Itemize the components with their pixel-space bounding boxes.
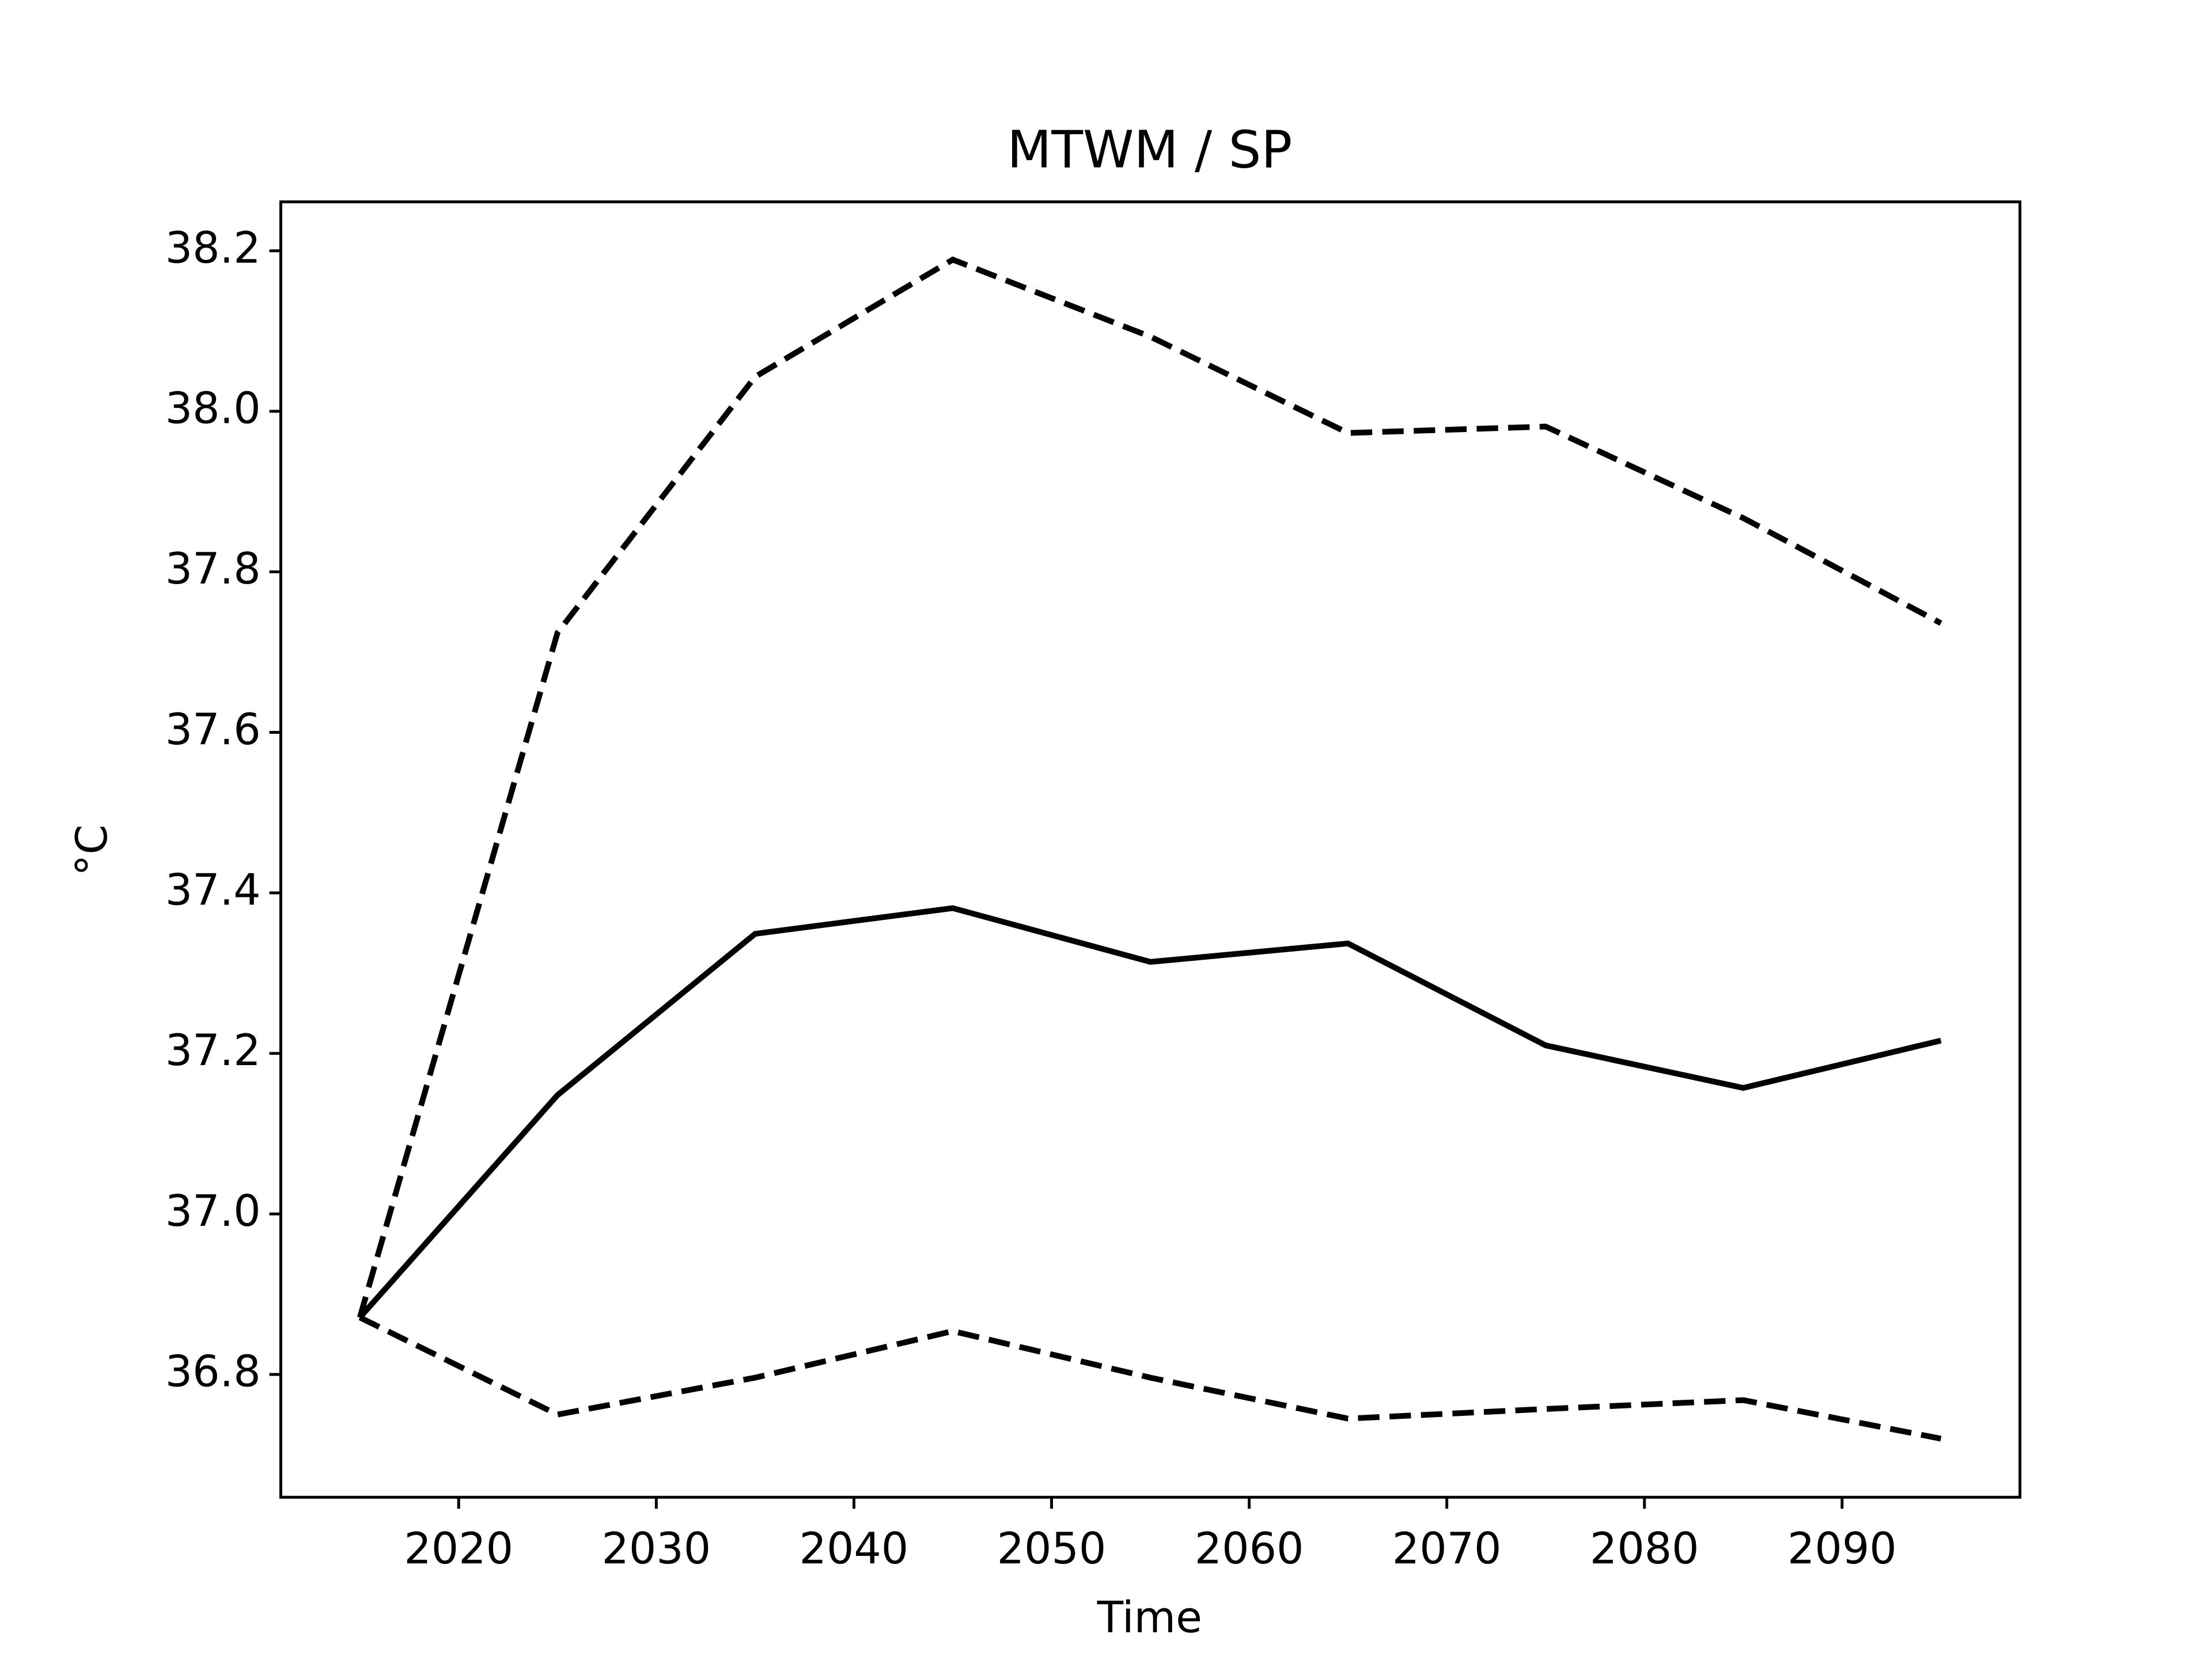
x-tick-label: 2060 [1195, 1524, 1304, 1574]
series-line [358, 1315, 1942, 1442]
chart-title: MTWM / SP [1007, 120, 1292, 180]
y-tick-label: 37.0 [165, 1186, 261, 1236]
plot-frame [279, 200, 2022, 1499]
x-axis-label: Time [1097, 1592, 1202, 1642]
y-tick-label: 38.2 [165, 223, 261, 273]
y-tick-label: 37.6 [165, 704, 261, 755]
y-tick-label: 37.8 [165, 544, 261, 594]
x-tick-label: 2040 [800, 1524, 909, 1574]
x-tick-label: 2020 [404, 1524, 513, 1574]
x-tick-label: 2090 [1787, 1524, 1897, 1574]
y-tick-label: 37.4 [165, 865, 261, 915]
y-axis-label: °C [67, 824, 117, 876]
series-line [357, 905, 1942, 1320]
x-tick-label: 2080 [1590, 1524, 1699, 1574]
x-tick-label: 2070 [1392, 1524, 1502, 1574]
y-tick-label: 37.2 [165, 1025, 261, 1075]
x-tick-label: 2030 [601, 1524, 711, 1574]
series-line [357, 256, 1942, 1319]
y-tick-label: 36.8 [165, 1347, 261, 1397]
x-tick-label: 2050 [997, 1524, 1107, 1574]
y-tick-label: 38.0 [165, 384, 261, 434]
